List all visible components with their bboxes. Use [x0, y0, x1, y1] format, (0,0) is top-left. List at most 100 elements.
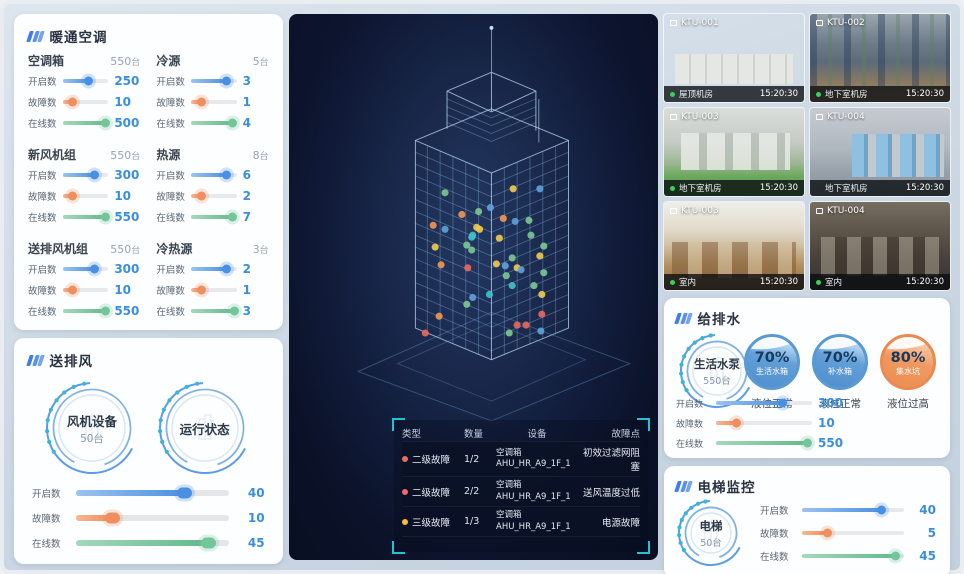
camera-icon [816, 208, 823, 214]
slider-thumb[interactable] [67, 191, 77, 201]
slider-track[interactable] [190, 170, 237, 180]
slider-track[interactable] [62, 212, 111, 222]
slider-thumb[interactable] [197, 285, 207, 295]
slider-track[interactable] [802, 551, 904, 561]
slider-track[interactable] [190, 97, 237, 107]
slider-track[interactable] [62, 76, 109, 86]
group-name: 冷源 [156, 54, 181, 68]
slider-track[interactable] [76, 487, 229, 499]
slider-track[interactable] [76, 512, 229, 524]
slider-thumb[interactable] [227, 118, 237, 128]
group-name: 空调箱 [28, 54, 65, 68]
camera-tile[interactable]: KTU-002 地下室机房 15:20:30 [810, 14, 950, 102]
camera-icon [670, 208, 677, 214]
slider-thumb[interactable] [67, 285, 77, 295]
panel-title: 电梯监控 [697, 480, 756, 496]
bracket-corner [637, 418, 650, 431]
camera-icon [670, 114, 677, 120]
slider-track[interactable] [190, 118, 237, 128]
slider-thumb[interactable] [89, 170, 99, 180]
slider-track[interactable] [716, 438, 813, 448]
camera-icon [816, 20, 823, 26]
camera-tile[interactable]: KTU-004 室内 15:20:30 [810, 202, 950, 290]
slider-track[interactable] [190, 212, 237, 222]
slider-thumb[interactable] [101, 118, 111, 128]
slider-thumb[interactable] [876, 505, 886, 515]
camera-icon [816, 114, 823, 120]
slider-track[interactable] [716, 398, 812, 408]
slider-thumb[interactable] [197, 191, 207, 201]
slider-track[interactable] [190, 191, 237, 201]
slider-thumb[interactable] [221, 170, 231, 180]
slider-thumb[interactable] [197, 97, 207, 107]
online-dot [670, 279, 675, 285]
slider-track[interactable] [62, 306, 111, 316]
online-dot [670, 185, 675, 191]
slider-track[interactable] [190, 76, 237, 86]
run-status-gauge: 运行状态 [157, 380, 253, 476]
slider-track[interactable] [190, 285, 237, 295]
slider-track[interactable] [190, 264, 237, 274]
panel-bars-icon [26, 30, 45, 42]
hvac-group: 空调箱 550台 开启数 250 故障数 10 在线数 500 [28, 54, 141, 130]
slider-thumb[interactable] [67, 97, 77, 107]
slider-thumb[interactable] [101, 306, 111, 316]
camera-feed [664, 14, 804, 102]
slider-thumb[interactable] [221, 76, 231, 86]
camera-grid: KTU-001 屋顶机房 15:20:30 KTU-002 地下室机房 15:20:… [664, 14, 950, 290]
fault-row[interactable]: 二级故障 2/2 空调箱 AHU_HR_A9_1F_1 送风温度过低 [402, 477, 640, 508]
slider-thumb[interactable] [890, 551, 900, 561]
right-column: KTU-001 屋顶机房 15:20:30 KTU-002 地下室机房 15:20:… [664, 14, 950, 574]
slider-track[interactable] [62, 118, 111, 128]
panel-title: 暖通空调 [49, 30, 108, 46]
bracket-corner [392, 541, 405, 554]
panel-bars-icon [674, 480, 693, 492]
slider-thumb[interactable] [176, 487, 192, 499]
slider-thumb[interactable] [89, 264, 99, 274]
severity-dot [402, 488, 408, 495]
camera-tile[interactable]: KTU-003 地下室机房 15:20:30 [664, 108, 804, 196]
slider-track[interactable] [62, 264, 109, 274]
camera-tile[interactable]: KTU-004 地下室机房 15:20:30 [810, 108, 950, 196]
slider-track[interactable] [716, 418, 812, 428]
fault-row[interactable]: 三级故障 1/3 空调箱 AHU_HR_A9_1F_1 电源故障 [402, 507, 640, 538]
slider-thumb[interactable] [778, 398, 788, 408]
tank-status: 液位正常 [819, 398, 861, 410]
group-name: 新风机组 [28, 148, 77, 162]
slider-track[interactable] [62, 285, 109, 295]
slider-thumb[interactable] [84, 76, 94, 86]
slider-track[interactable] [76, 537, 229, 549]
tank: 70% 补水箱 液位正常 [810, 334, 870, 411]
slider-track[interactable] [62, 170, 109, 180]
slider-thumb[interactable] [105, 512, 121, 524]
slider-track[interactable] [190, 306, 239, 316]
slider-thumb[interactable] [822, 528, 832, 538]
building-3d-view[interactable]: 类型 数量 设备 故障点 AHU_HR_A9_1F_1 二级故障 1/2 空调箱… [288, 14, 658, 560]
fault-row[interactable]: 二级故障 1/2 空调箱 AHU_HR_A9_1F_1 初效过滤网阻塞 [402, 442, 640, 478]
slider-thumb[interactable] [221, 264, 231, 274]
tank-gauges: 70%生活水箱 液位正常 70%补水箱 液位正常 80%集水坑 液位过高 [742, 334, 938, 411]
slider-thumb[interactable] [732, 418, 742, 428]
camera-tile[interactable]: KTU-001 屋顶机房 15:20:30 [664, 14, 804, 102]
camera-tile[interactable]: KTU-003 室内 15:20:30 [664, 202, 804, 290]
online-dot [670, 91, 675, 97]
bracket-corner [637, 541, 650, 554]
slider-thumb[interactable] [201, 537, 217, 549]
slider-track[interactable] [62, 191, 109, 201]
bracket-corner [392, 418, 405, 431]
fault-row-partial[interactable]: AHU_HR_A9_1F_1 [402, 441, 640, 443]
slider-thumb[interactable] [101, 212, 111, 222]
slider-track[interactable] [802, 505, 904, 515]
hvac-group: 冷源 5台 开启数 3 故障数 1 在线数 4 [156, 54, 269, 130]
slider-track[interactable] [62, 97, 109, 107]
group-name: 热源 [156, 148, 181, 162]
slider-track[interactable] [802, 528, 904, 538]
slider-thumb[interactable] [229, 306, 239, 316]
slider-thumb[interactable] [227, 212, 237, 222]
left-column: 暖通空调 空调箱 550台 开启数 250 故障数 10 在线数 500 冷源 5台 开启… [14, 14, 283, 564]
elevator-gauge: 电梯 50台 [676, 498, 746, 568]
slider-thumb[interactable] [803, 438, 813, 448]
online-dot [816, 91, 821, 97]
